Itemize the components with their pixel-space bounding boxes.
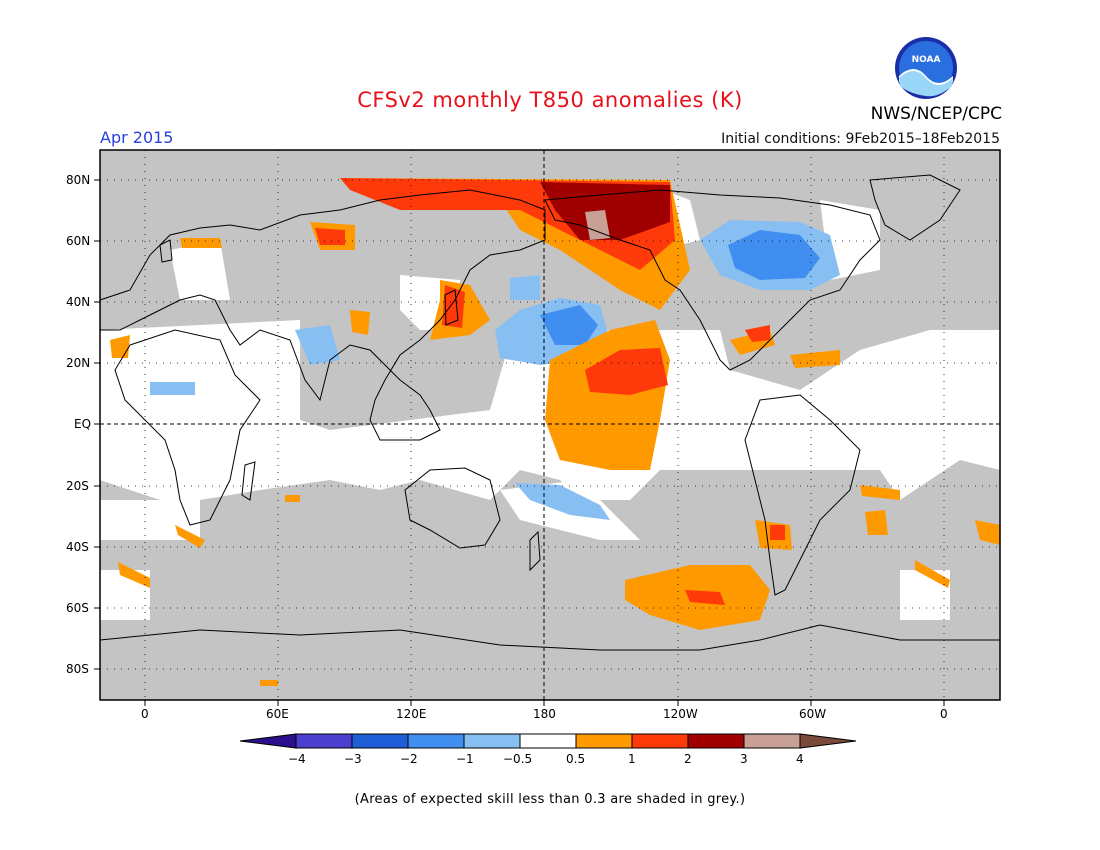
map-title: CFSv2 monthly T850 anomalies (K) [357, 88, 743, 112]
negative-anomalies [150, 220, 840, 520]
lat-label: EQ [74, 417, 92, 431]
graticule [100, 150, 1000, 700]
lat-label: 20S [66, 479, 89, 493]
lat-label: 80N [66, 173, 91, 187]
noaa-logo-icon: NOAA [895, 37, 957, 99]
colorbar-cell [295, 733, 353, 749]
positive-anomalies [110, 178, 1000, 686]
colorbar-cell [463, 733, 521, 749]
colorbar-cell [743, 733, 801, 749]
colorbar-label: 3 [740, 752, 748, 766]
forecast-period: Apr 2015 [100, 128, 174, 147]
footnote: (Areas of expected skill less than 0.3 a… [354, 792, 746, 807]
lat-label: 40S [66, 540, 89, 554]
lat-label: 60S [66, 601, 89, 615]
colorbar-label: −4 [288, 752, 306, 766]
colorbar-label: −3 [344, 752, 362, 766]
lat-label: 20N [66, 356, 91, 370]
colorbar-label: 1 [628, 752, 636, 766]
colorbar-label: −2 [400, 752, 418, 766]
axis-ticks [94, 179, 945, 706]
lon-label: 180 [533, 707, 556, 721]
colorbar-arrow-low [239, 733, 297, 749]
lon-label: 0 [940, 707, 948, 721]
coastlines [99, 174, 1000, 651]
colorbar-cell [519, 733, 577, 749]
colorbar-label: 4 [796, 752, 804, 766]
colorbar-arrow-high [799, 733, 857, 749]
colorbar-cell [351, 733, 409, 749]
initial-conditions: Initial conditions: 9Feb2015–18Feb2015 [721, 131, 1000, 147]
lon-label: 0 [141, 707, 149, 721]
colorbar-cell [407, 733, 465, 749]
colorbar-cell [575, 733, 633, 749]
lon-label: 120W [663, 707, 698, 721]
colorbar-label: 2 [684, 752, 692, 766]
colorbar-cell [687, 733, 745, 749]
equator-dateline [100, 150, 1000, 700]
lon-label: 120E [396, 707, 427, 721]
colorbar-label: −0.5 [503, 752, 533, 766]
colorbar-cell [631, 733, 689, 749]
colorbar-label: 0.5 [566, 752, 586, 766]
agency-label: NWS/NCEP/CPC [870, 104, 1002, 124]
lat-label: 60N [66, 234, 91, 248]
map-frame [99, 149, 1001, 701]
logo-text: NOAA [912, 55, 941, 65]
lon-label: 60W [799, 707, 827, 721]
lon-label: 60E [266, 707, 289, 721]
colorbar-label: −1 [456, 752, 474, 766]
lat-label: 40N [66, 295, 91, 309]
lat-label: 80S [66, 662, 89, 676]
